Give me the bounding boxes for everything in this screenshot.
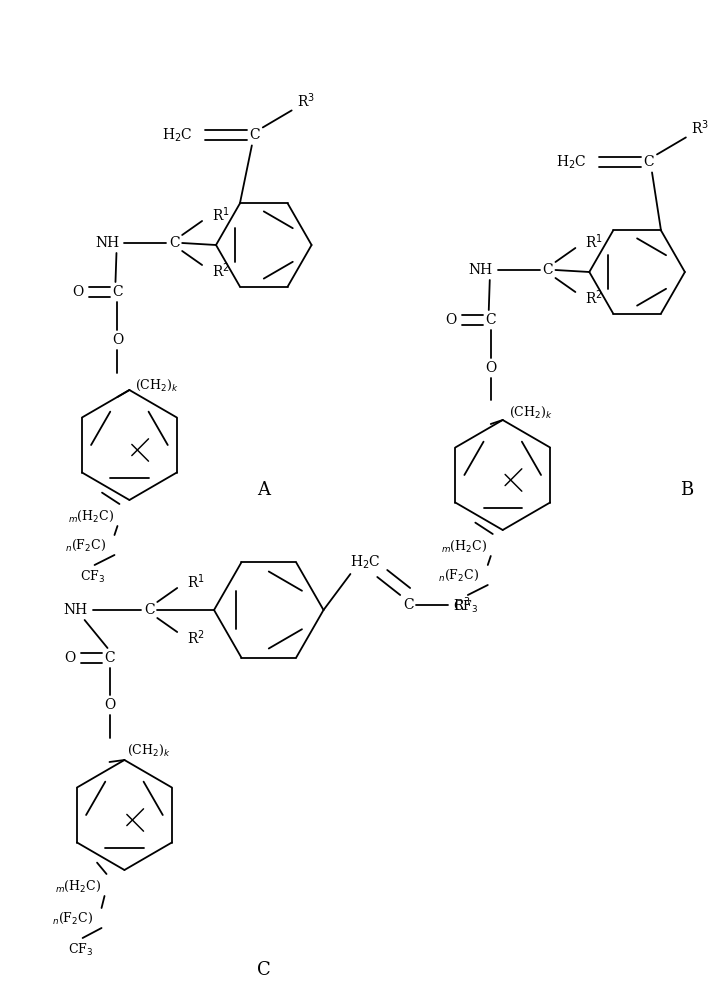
Text: H$_2$C: H$_2$C <box>350 553 381 571</box>
Text: R$^1$: R$^1$ <box>585 233 603 251</box>
Text: C: C <box>144 603 155 617</box>
Text: R$^3$: R$^3$ <box>453 596 471 614</box>
Text: C: C <box>250 128 260 142</box>
Text: (CH$_2$)$_k$: (CH$_2$)$_k$ <box>508 404 553 420</box>
Text: NH: NH <box>468 263 493 277</box>
Text: R$^1$: R$^1$ <box>187 573 205 591</box>
Text: C: C <box>104 651 115 665</box>
Text: NH: NH <box>63 603 88 617</box>
Text: O: O <box>64 651 76 665</box>
Text: $_m$(H$_2$C): $_m$(H$_2$C) <box>68 508 114 524</box>
Text: $_n$(F$_2$C): $_n$(F$_2$C) <box>438 567 479 583</box>
Text: $_m$(H$_2$C): $_m$(H$_2$C) <box>55 878 101 894</box>
Text: C: C <box>644 155 655 169</box>
Text: (CH$_2$)$_k$: (CH$_2$)$_k$ <box>135 377 179 393</box>
Text: O: O <box>72 285 83 299</box>
Text: O: O <box>446 313 456 327</box>
Text: O: O <box>104 698 115 712</box>
Text: H$_2$C: H$_2$C <box>162 127 193 144</box>
Text: O: O <box>485 361 496 375</box>
Text: R$^3$: R$^3$ <box>297 91 314 110</box>
Text: CF$_3$: CF$_3$ <box>80 569 105 585</box>
Text: H$_2$C: H$_2$C <box>556 154 587 171</box>
Text: (CH$_2$)$_k$: (CH$_2$)$_k$ <box>128 742 171 758</box>
Text: CF$_3$: CF$_3$ <box>68 942 93 958</box>
Text: R$^3$: R$^3$ <box>691 118 709 137</box>
Text: C: C <box>112 285 123 299</box>
Text: CF$_3$: CF$_3$ <box>453 599 478 615</box>
Text: C: C <box>257 961 271 979</box>
Text: $_m$(H$_2$C): $_m$(H$_2$C) <box>441 538 487 554</box>
Text: R$^1$: R$^1$ <box>212 206 230 224</box>
Text: B: B <box>680 481 694 499</box>
Text: R$^2$: R$^2$ <box>187 629 205 647</box>
Text: $_n$(F$_2$C): $_n$(F$_2$C) <box>52 910 93 926</box>
Text: R$^2$: R$^2$ <box>585 289 603 307</box>
Text: C: C <box>169 236 180 250</box>
Text: $_n$(F$_2$C): $_n$(F$_2$C) <box>65 537 106 553</box>
Text: R$^2$: R$^2$ <box>212 262 230 280</box>
Text: C: C <box>403 598 414 612</box>
Text: A: A <box>257 481 270 499</box>
Text: O: O <box>112 333 123 347</box>
Text: NH: NH <box>96 236 120 250</box>
Text: C: C <box>486 313 496 327</box>
Text: C: C <box>542 263 553 277</box>
